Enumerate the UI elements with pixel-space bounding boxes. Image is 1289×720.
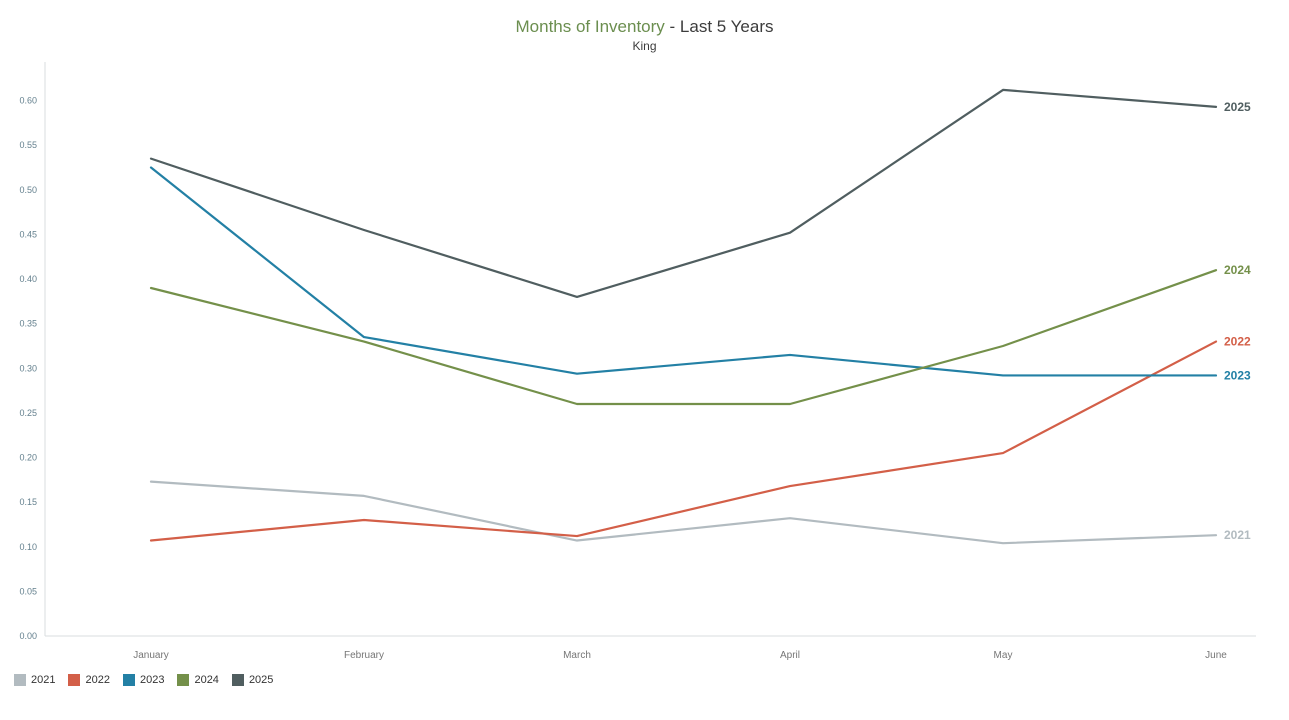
- legend-label: 2025: [248, 674, 274, 687]
- chart-header: Months of Inventory - Last 5 Years King: [0, 0, 1289, 54]
- series-end-label-2025: 2025: [1224, 100, 1251, 114]
- x-axis-label: May: [994, 650, 1013, 661]
- y-tick-label: 0.45: [19, 230, 37, 240]
- series-line-2023[interactable]: [149, 166, 1218, 377]
- chart-area: 0.00 0.05 0.10 0.15 0.20 0.25 0.30 0.35 0.40 0.45…: [0, 56, 1289, 668]
- legend-item-2023[interactable]: 2023: [122, 674, 165, 687]
- series-line-2021[interactable]: [149, 480, 1218, 545]
- legend-swatch-2022: [68, 674, 81, 687]
- line-chart: 0.00 0.05 0.10 0.15 0.20 0.25 0.30 0.35 0.40 0.45…: [19, 62, 1256, 661]
- x-axis-label: March: [563, 650, 591, 661]
- series-end-label-2022: 2022: [1224, 335, 1251, 349]
- legend-swatch-2024: [177, 674, 190, 687]
- series-end-label-2021: 2021: [1224, 528, 1251, 542]
- y-tick-label: 0.60: [19, 96, 37, 106]
- x-axis-label: January: [133, 650, 169, 661]
- legend-swatch-2021: [14, 674, 26, 687]
- legend-swatch-2023: [122, 674, 135, 687]
- chart-title-suffix: - Last 5 Years: [664, 17, 774, 36]
- y-tick-label: 0.55: [19, 140, 37, 150]
- y-tick-label: 0.20: [19, 453, 37, 463]
- series-end-label-2024: 2024: [1224, 263, 1251, 277]
- legend-label: 2023: [139, 674, 165, 687]
- chart-title: Months of Inventory - Last 5 Years: [0, 17, 1289, 37]
- x-axis-label: April: [780, 650, 800, 661]
- y-tick-label: 0.05: [19, 587, 37, 597]
- legend-item-2021[interactable]: 2021: [14, 674, 56, 687]
- series-line-2024[interactable]: [149, 269, 1218, 406]
- series-end-label-2023: 2023: [1224, 369, 1251, 383]
- chart-legend: 2021 2022 2023 2024 2025: [0, 674, 1289, 687]
- y-tick-label: 0.00: [19, 631, 37, 641]
- y-tick-label: 0.25: [19, 408, 37, 418]
- x-axis-label: June: [1205, 650, 1227, 661]
- x-axis-label: February: [344, 650, 384, 661]
- legend-swatch-2025: [231, 674, 244, 687]
- y-tick-label: 0.40: [19, 274, 37, 284]
- legend-label: 2024: [194, 674, 219, 687]
- y-tick-label: 0.50: [19, 185, 37, 195]
- y-tick-label: 0.10: [19, 542, 37, 552]
- chart-title-main: Months of Inventory: [515, 17, 665, 36]
- y-tick-label: 0.30: [19, 363, 37, 373]
- legend-label: 2022: [85, 674, 110, 687]
- legend-item-2025[interactable]: 2025: [231, 674, 274, 687]
- series-line-2025[interactable]: [149, 88, 1218, 299]
- legend-item-2022[interactable]: 2022: [68, 674, 110, 687]
- chart-subtitle: King: [632, 39, 657, 54]
- y-tick-label: 0.35: [19, 319, 37, 329]
- legend-label: 2021: [31, 674, 56, 687]
- y-tick-label: 0.15: [19, 497, 37, 507]
- series-line-2022[interactable]: [149, 340, 1218, 542]
- legend-item-2024[interactable]: 2024: [177, 674, 219, 687]
